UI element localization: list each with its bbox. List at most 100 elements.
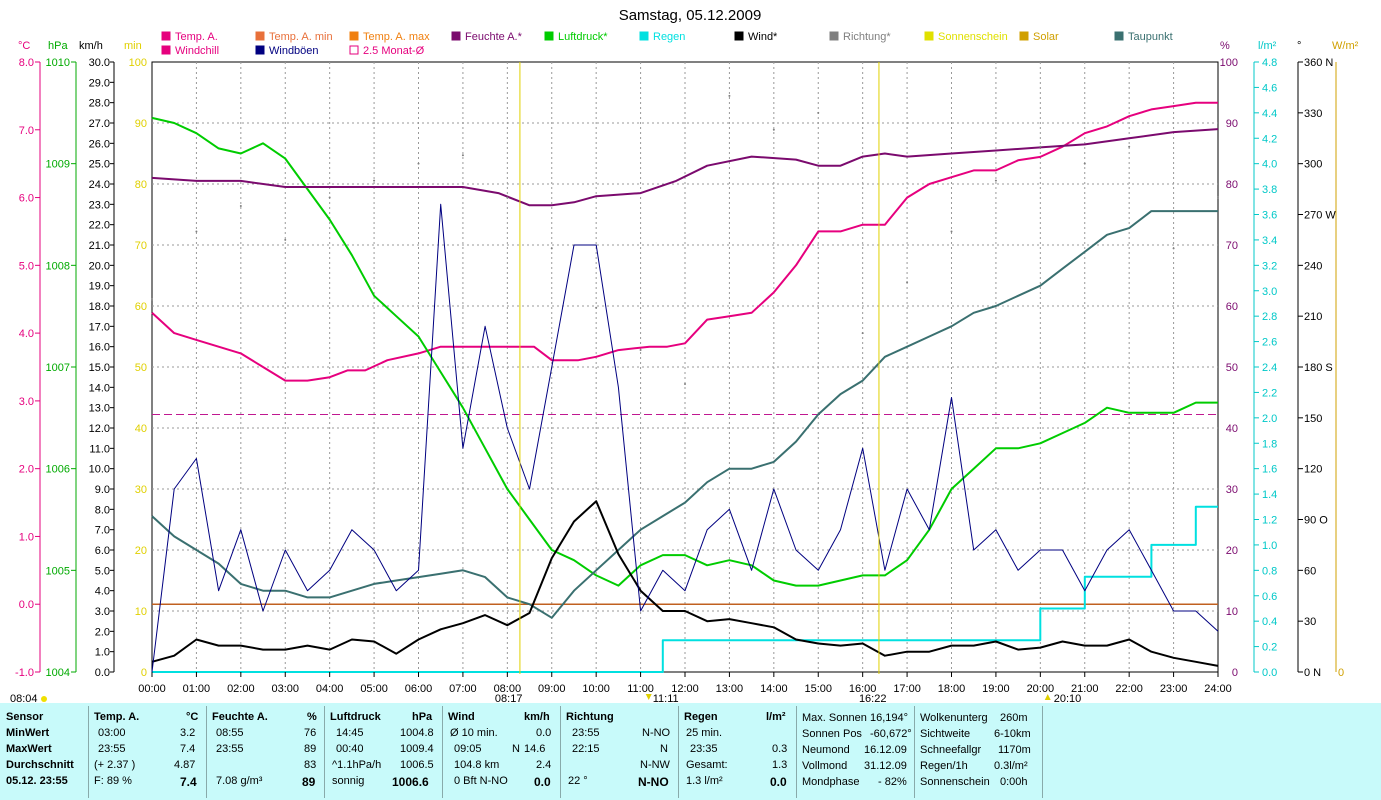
direction-point [595, 306, 598, 309]
direction-point [1083, 162, 1086, 165]
rain-tick-label: 1.8 [1262, 438, 1277, 450]
direction-point [728, 94, 731, 97]
temp-unit: °C [186, 711, 199, 723]
wind-tick-label: 30.0 [89, 57, 110, 69]
minutes-tick-label: 90 [135, 118, 147, 130]
rain-max-time: 23:35 [690, 743, 718, 755]
dir-min-time: 23:55 [572, 727, 600, 739]
direction-tick-label: 0 N [1304, 667, 1321, 679]
hum-unit: % [307, 711, 317, 723]
wind-bft: 0 Bft N-NO [454, 775, 508, 787]
wind-min-val: 0.0 [536, 727, 552, 739]
legend-swatch [255, 31, 265, 41]
wind-tick-label: 23.0 [89, 199, 110, 211]
legend-swatch [1019, 31, 1029, 41]
legend-swatch [255, 45, 265, 55]
humidity-tick-label: 40 [1226, 423, 1238, 435]
separator [206, 706, 207, 798]
direction-tick-label: 240 [1304, 260, 1322, 272]
temp-avg-val: 4.87 [174, 759, 196, 771]
wind-tick-label: 25.0 [89, 159, 110, 171]
press-max-time: 00:40 [336, 743, 364, 755]
direction-point [1039, 145, 1042, 148]
x-tick-label: 12:00 [671, 683, 699, 695]
dir-max-time: 22:15 [572, 743, 600, 755]
rain-current-total: 1.3 l/m² [686, 775, 723, 787]
temp-header: Temp. A. [94, 711, 140, 723]
humidity-tick-label: 70 [1226, 240, 1238, 252]
sunset-label: 16:22 [859, 693, 887, 703]
astro-value: 16,194° [870, 712, 909, 724]
astro-label: Sonnen Pos [802, 728, 862, 740]
rain-tick-label: 1.0 [1262, 540, 1277, 552]
legend-swatch [161, 31, 171, 41]
wind-tick-label: 3.0 [95, 606, 110, 618]
wind-tick-label: 20.0 [89, 260, 110, 272]
legend-swatch [1114, 31, 1124, 41]
misc-label: Regen/1h [920, 760, 968, 772]
wind-tick-label: 27.0 [89, 118, 110, 130]
axis-unit: min [124, 40, 142, 52]
wind-tick-label: 7.0 [95, 525, 110, 537]
direction-point [1128, 145, 1131, 148]
series-windb-en [151, 203, 1219, 673]
direction-point [994, 179, 997, 182]
axis-unit: hPa [48, 40, 68, 52]
series-temp-a [151, 101, 1218, 382]
minutes-tick-label: 70 [135, 240, 147, 252]
direction-tick-label: 180 S [1304, 362, 1333, 374]
press-avg-val: 1006.5 [400, 759, 434, 771]
legend-label: 2.5 Monat-Ø [363, 45, 425, 57]
direction-tick-label: 270 W [1304, 210, 1336, 222]
pressure-tick-label: 1004 [46, 667, 70, 679]
direction-point [950, 230, 953, 233]
humidity-column: Feuchte A. % 08:55 76 23:55 89 83 7.08 g… [212, 703, 322, 800]
direction-point [550, 247, 553, 250]
legend-swatch [451, 31, 461, 41]
temp-tick-label: 1.0 [19, 531, 34, 543]
astro-column: Max. Sonnen 16,194° Sonnen Pos -60,672° … [802, 703, 912, 800]
legend: Temp. A. Windchill Temp. A. min Windböen Tem… [161, 31, 1173, 57]
wind-tick-label: 19.0 [89, 281, 110, 293]
x-tick-label: 20:00 [1027, 683, 1055, 695]
series-luftdruck [151, 116, 1218, 587]
misc-value: 260m [1000, 712, 1028, 724]
misc-value: 0.3l/m² [994, 760, 1028, 772]
separator [560, 706, 561, 798]
hum-min-time: 08:55 [216, 727, 244, 739]
temp-column: Temp. A. °C 03:00 3.2 23:55 7.4 (+ 2.37 … [94, 703, 204, 800]
astro-label: Max. Sonnen [802, 712, 867, 724]
rain-column: Regen l/m² 25 min. 23:35 0.3 Gesamt: 1.3… [684, 703, 794, 800]
series-regen [152, 505, 1218, 673]
legend-label: Richtung* [843, 31, 891, 43]
temp-min-time: 03:00 [98, 727, 126, 739]
legend-label: Windchill [175, 45, 219, 57]
pressure-tick-label: 1010 [46, 57, 70, 69]
rain-tick-label: 2.6 [1262, 337, 1277, 349]
x-tick-label: 23:00 [1160, 683, 1188, 695]
series-layer [151, 94, 1219, 673]
x-tick-label: 00:00 [138, 683, 166, 695]
wind-tick-label: 15.0 [89, 362, 110, 374]
press-min-time: 14:45 [336, 727, 364, 739]
direction-tick-label: 30 [1304, 616, 1316, 628]
temp-tick-label: 5.0 [19, 260, 34, 272]
rain-total-label: Gesamt: [686, 759, 728, 771]
rain-tick-label: 1.4 [1262, 489, 1277, 501]
wind-tick-label: 9.0 [95, 484, 110, 496]
wind-tick-label: 28.0 [89, 98, 110, 110]
separator [1042, 706, 1043, 798]
rain-duration: 25 min. [686, 727, 723, 739]
row-label-avg: Durchschnitt [6, 759, 74, 771]
legend-swatch [349, 31, 359, 41]
temp-max-val: 7.4 [180, 743, 196, 755]
direction-point [328, 196, 331, 199]
rain-tick-label: 0.6 [1262, 591, 1277, 603]
axes: -1.0 0.0 1.0 2.0 3.0 4.0 5.0 6.0 7.0 8.0 1004 1005 1… [15, 57, 1344, 679]
dir-header: Richtung [566, 711, 614, 723]
humidity-tick-label: 100 [1220, 57, 1238, 69]
legend-swatch [829, 31, 839, 41]
wind-tick-label: 5.0 [95, 565, 110, 577]
rain-tick-label: 2.4 [1262, 362, 1277, 374]
press-unit: hPa [412, 711, 433, 723]
